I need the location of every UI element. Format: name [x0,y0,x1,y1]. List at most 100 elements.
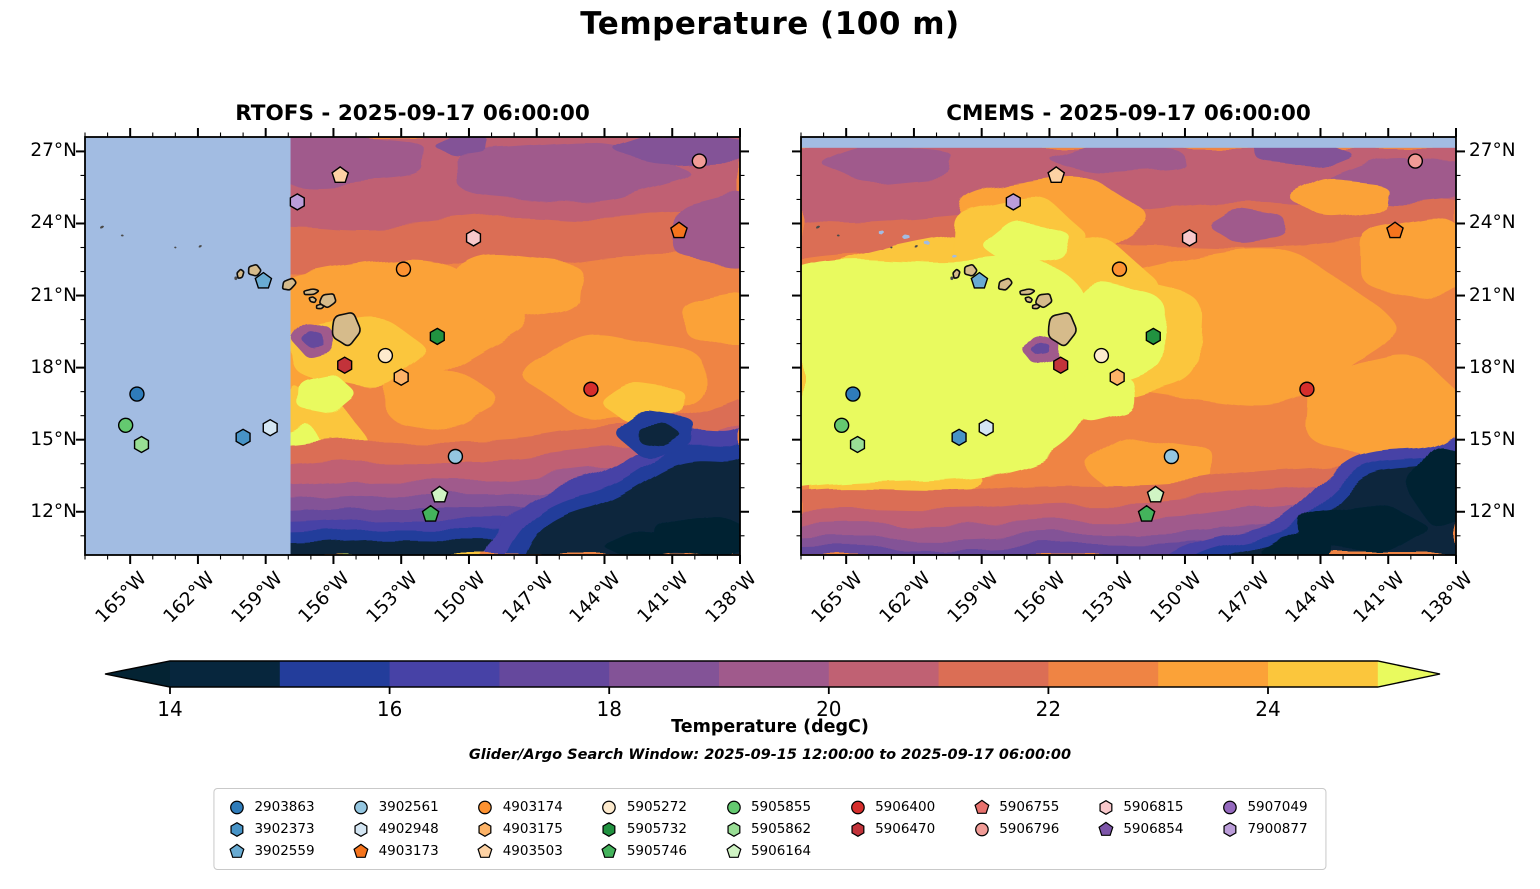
x-tick-label: 150°W [430,568,490,628]
legend-label: 3902373 [254,821,315,837]
legend-marker-circle-icon [230,800,244,814]
legend-marker-hexagon-icon [1223,821,1237,837]
legend-marker-circle-icon [850,800,865,814]
legend-column: 5906400 5906470 [849,796,935,862]
float-marker-4902948 [978,418,994,437]
colorbar: 14 16 18 20 22 24 [104,660,1441,721]
legend-label: 5906854 [1123,821,1184,837]
legend-item-4902948: 4902948 [353,818,439,840]
float-marker-3902373 [235,428,251,447]
colorbar-under-arrow [105,661,170,687]
float-marker-4903174 [1111,261,1128,277]
legend-label: 5907049 [1247,799,1308,815]
float-marker-4903174 [395,261,412,277]
x-tick-label: 156°W [1010,568,1071,628]
island-shape [952,268,961,279]
legend-item-4903503: 4903503 [477,840,563,862]
legend-marker-hexagon-icon [1099,799,1113,815]
float-legend: 2903863 3902373 3902559 3902561 4902948 49031… [213,788,1327,870]
legend-label: 5906400 [875,799,936,815]
y-tick-label: 18°N [1469,356,1516,378]
float-marker-5906470 [1053,356,1069,375]
float-marker-5905272 [1093,347,1110,364]
legend-item-3902561: 3902561 [353,796,439,818]
float-marker-7900877 [289,193,305,211]
islet-shape [836,234,840,237]
legend-item-5905862: 5905862 [725,818,811,840]
float-markers [833,153,1424,522]
legend-item-5905855: 5905855 [725,796,811,818]
legend-marker-circle-icon [1223,800,1237,814]
legend-marker-pentagon-icon [229,843,245,858]
no-data-region [801,137,1456,148]
x-tick-label: 153°W [362,568,423,628]
colorbar-bin [389,661,500,687]
float-marker-5906796 [691,153,708,169]
map-rtofs [76,128,749,564]
legend-label: 5905746 [626,843,687,859]
colorbar-label: Temperature (degC) [671,717,869,737]
y-tick-label: 15°N [30,428,77,450]
y-tick-label: 24°N [1469,212,1516,234]
x-tick-label: 165°W [807,568,868,628]
island-shape [308,296,317,304]
legend-column: 3902561 4902948 4903173 [353,796,439,862]
hawaiian-islands [816,225,1077,347]
float-marker-4903173 [1386,221,1404,239]
float-marker-4903503 [1047,166,1066,183]
float-marker-3902561 [447,448,464,465]
colorbar-over-arrow [1377,661,1440,687]
legend-item-3902373: 3902373 [228,818,315,840]
islet-shape [120,234,124,237]
legend-label: 5906164 [750,843,812,859]
float-marker-3902561 [1163,448,1180,465]
x-tick-label: 165°W [91,568,152,628]
legend-marker-pentagon-icon [725,843,741,858]
island-shape [281,277,297,291]
island-shape [963,264,978,277]
legend-marker-circle-icon [478,800,493,814]
island-shape [1024,296,1033,304]
x-tick-label: 144°W [1282,568,1342,628]
legend-item-5905746: 5905746 [601,840,687,862]
axis-ticks [76,128,749,564]
legend-label: 4903173 [378,843,439,859]
x-tick-label: 156°W [294,568,355,628]
x-tick-label: 147°W [1214,568,1274,628]
legend-marker-circle-icon [354,800,368,814]
legend-marker-pentagon-icon [974,799,990,814]
legend-label: 3902561 [378,799,439,815]
axis-frame [800,136,1457,556]
colorbar-tick-label: 14 [157,697,182,721]
float-marker-5906164 [1146,485,1165,503]
float-marker-5906796 [1407,153,1424,169]
y-tick-label: 27°N [1469,140,1516,162]
legend-label: 4903175 [502,821,563,837]
float-marker-5905732 [429,327,445,346]
x-tick-label: 159°W [943,568,1003,628]
colorbar-bin [170,661,281,687]
float-marker-5905855 [117,417,134,433]
legend-label: 5905732 [626,821,687,837]
legend-marker-pentagon-icon [353,843,369,858]
float-marker-5905732 [1145,327,1161,346]
legend-marker-circle-icon [726,800,741,814]
x-tick-label: 150°W [1146,568,1206,628]
legend-column: 5905272 5905732 5905746 [601,796,687,862]
legend-marker-circle-icon [974,822,989,836]
temperature-field-rtofs [85,137,740,555]
legend-label: 4903174 [502,799,563,815]
legend-item-5905272: 5905272 [601,796,687,818]
legend-item-2903863: 2903863 [228,796,315,818]
float-marker-2903863 [845,386,861,402]
islet-shape [816,225,820,229]
legend-marker-circle-icon [602,800,617,814]
legend-column: 4903174 4903175 4903503 [477,796,563,862]
axis-ticks [792,128,1465,564]
island-shape [247,264,262,277]
legend-column: 5905855 5905862 5906164 [725,796,811,862]
panel-title-cmems: CMEMS - 2025-09-17 06:00:00 [946,101,1311,126]
x-tick-label: 141°W [633,568,694,628]
legend-item-5906755: 5906755 [973,796,1059,818]
